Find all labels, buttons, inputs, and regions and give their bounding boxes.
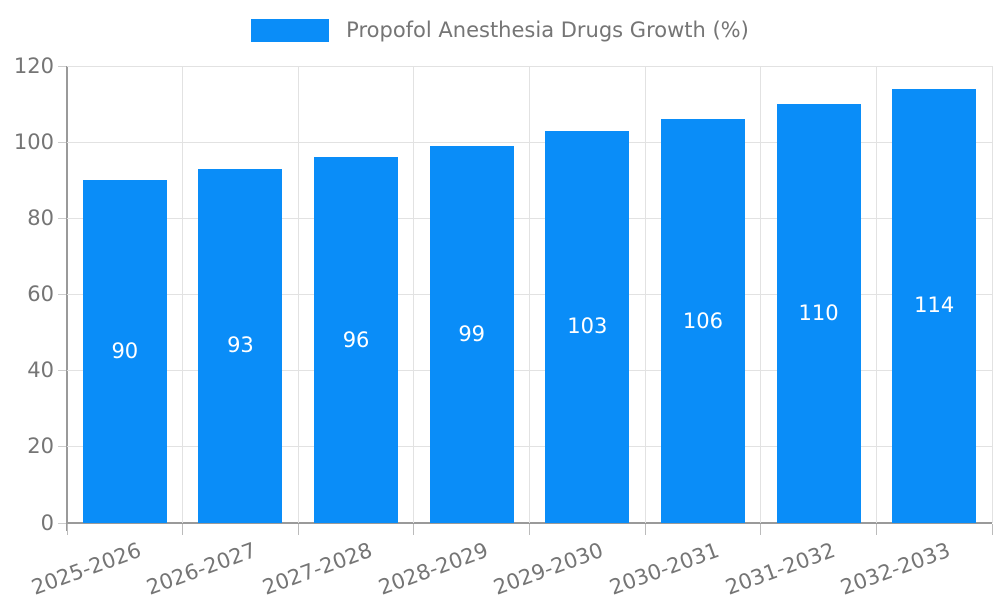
bar-2027-2028[interactable] (314, 157, 399, 523)
x-gridline (875, 66, 877, 523)
x-tick (297, 524, 299, 535)
x-axis-label: 2026-2027 (143, 538, 260, 600)
legend: Propofol Anesthesia Drugs Growth (%) (0, 18, 1000, 42)
bar-2029-2030[interactable] (545, 130, 630, 523)
x-tick (66, 524, 68, 535)
y-tick (58, 217, 66, 219)
bar-value-label: 106 (682, 308, 723, 333)
bar-value-label: 114 (914, 293, 955, 318)
y-axis-label: 20 (27, 434, 54, 459)
x-tick (182, 524, 184, 535)
bar-2028-2029[interactable] (429, 145, 514, 523)
bar-value-label: 90 (111, 339, 139, 364)
bar-2025-2026[interactable] (82, 180, 167, 523)
y-tick (58, 65, 66, 67)
bar-2031-2032[interactable] (776, 104, 861, 523)
legend-label[interactable]: Propofol Anesthesia Drugs Growth (%) (346, 18, 749, 42)
x-axis-label: 2028-2029 (375, 538, 491, 600)
x-axis-label: 2031-2032 (721, 538, 838, 600)
x-axis-label: 2027-2028 (259, 538, 376, 600)
y-tick (58, 522, 66, 524)
bar-2030-2031[interactable] (660, 119, 745, 523)
y-tick (58, 446, 66, 448)
y-tick (58, 370, 66, 372)
x-tick (413, 524, 415, 535)
y-axis-label: 40 (27, 358, 54, 383)
y-axis-label: 0 (40, 510, 54, 535)
x-gridline (644, 66, 646, 523)
y-axis-label: 60 (27, 282, 54, 306)
y-axis-label: 80 (27, 205, 54, 230)
x-gridline (297, 66, 299, 523)
x-tick (529, 524, 530, 535)
legend-swatch[interactable] (251, 18, 330, 42)
y-tick (58, 141, 66, 143)
x-gridline (413, 66, 415, 523)
x-gridline (991, 66, 993, 523)
y-tick (58, 294, 66, 295)
y-axis-line (66, 66, 68, 531)
x-tick (760, 524, 762, 535)
x-axis-label: 2032-2033 (837, 538, 954, 600)
bar-value-label: 103 (567, 314, 608, 339)
y-axis-label: 120 (13, 53, 54, 78)
bar-2026-2027[interactable] (198, 168, 283, 523)
bar-value-label: 93 (227, 333, 254, 358)
x-tick (875, 524, 877, 535)
x-tick (991, 524, 993, 535)
x-gridline (760, 66, 762, 523)
x-axis-label: 2029-2030 (490, 538, 607, 600)
x-axis-label: 2030-2031 (606, 538, 723, 600)
y-axis-label: 100 (13, 129, 54, 154)
x-axis-line (67, 522, 992, 524)
plot-area: 0 20 40 60 80 100 120 90 2025-2026 93 2026-2027 96 2… (14, 55, 993, 600)
x-tick (644, 524, 646, 535)
x-gridline (529, 66, 530, 523)
bar-value-label: 110 (798, 301, 839, 326)
bar-value-label: 99 (458, 321, 486, 346)
bar-2032-2033[interactable] (892, 88, 977, 523)
bar-value-label: 96 (342, 327, 370, 352)
x-axis-label: 2025-2026 (28, 538, 145, 600)
x-gridline (182, 66, 184, 523)
